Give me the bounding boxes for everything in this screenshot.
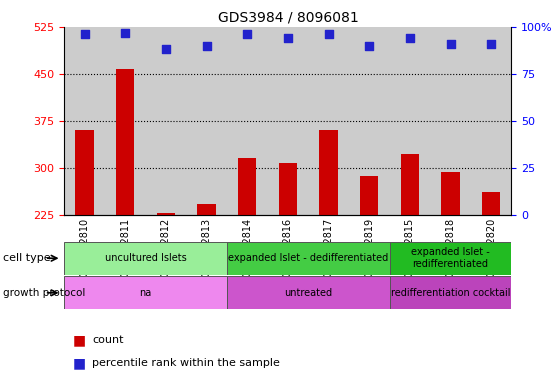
- Text: redifferentiation cocktail: redifferentiation cocktail: [391, 288, 510, 298]
- Bar: [145, 27, 186, 215]
- Bar: [64, 242, 227, 275]
- Text: ■: ■: [73, 333, 86, 347]
- Bar: [442, 172, 459, 215]
- Bar: [105, 27, 145, 215]
- Text: expanded Islet -
redifferentiated: expanded Islet - redifferentiated: [411, 247, 490, 269]
- Point: [202, 43, 211, 49]
- Text: ■: ■: [73, 356, 86, 370]
- Bar: [116, 69, 134, 215]
- Bar: [360, 175, 378, 215]
- Bar: [268, 27, 308, 215]
- Bar: [64, 27, 105, 215]
- Text: percentile rank within the sample: percentile rank within the sample: [92, 358, 280, 368]
- Point: [243, 31, 252, 38]
- Text: expanded Islet - dedifferentiated: expanded Islet - dedifferentiated: [228, 253, 389, 263]
- Text: count: count: [92, 335, 124, 345]
- Title: GDS3984 / 8096081: GDS3984 / 8096081: [217, 10, 358, 24]
- Bar: [319, 131, 338, 215]
- Point: [324, 31, 333, 38]
- Bar: [238, 158, 257, 215]
- Point: [487, 41, 496, 47]
- Text: cell type: cell type: [3, 253, 50, 263]
- Bar: [227, 27, 268, 215]
- Point: [162, 46, 170, 53]
- Bar: [401, 154, 419, 215]
- Bar: [430, 27, 471, 215]
- Bar: [186, 27, 227, 215]
- Bar: [390, 276, 511, 309]
- Bar: [64, 276, 227, 309]
- Point: [446, 41, 455, 47]
- Bar: [197, 204, 216, 215]
- Bar: [227, 242, 390, 275]
- Text: untreated: untreated: [284, 288, 332, 298]
- Bar: [390, 242, 511, 275]
- Bar: [308, 27, 349, 215]
- Bar: [349, 27, 390, 215]
- Bar: [75, 131, 94, 215]
- Bar: [227, 276, 390, 309]
- Bar: [471, 27, 511, 215]
- Point: [283, 35, 292, 41]
- Text: growth protocol: growth protocol: [3, 288, 85, 298]
- Bar: [482, 192, 500, 215]
- Point: [121, 30, 130, 36]
- Text: na: na: [139, 288, 151, 298]
- Point: [405, 35, 414, 41]
- Point: [80, 31, 89, 38]
- Bar: [279, 163, 297, 215]
- Text: uncultured Islets: uncultured Islets: [105, 253, 187, 263]
- Bar: [390, 27, 430, 215]
- Bar: [157, 213, 175, 215]
- Point: [364, 43, 373, 49]
